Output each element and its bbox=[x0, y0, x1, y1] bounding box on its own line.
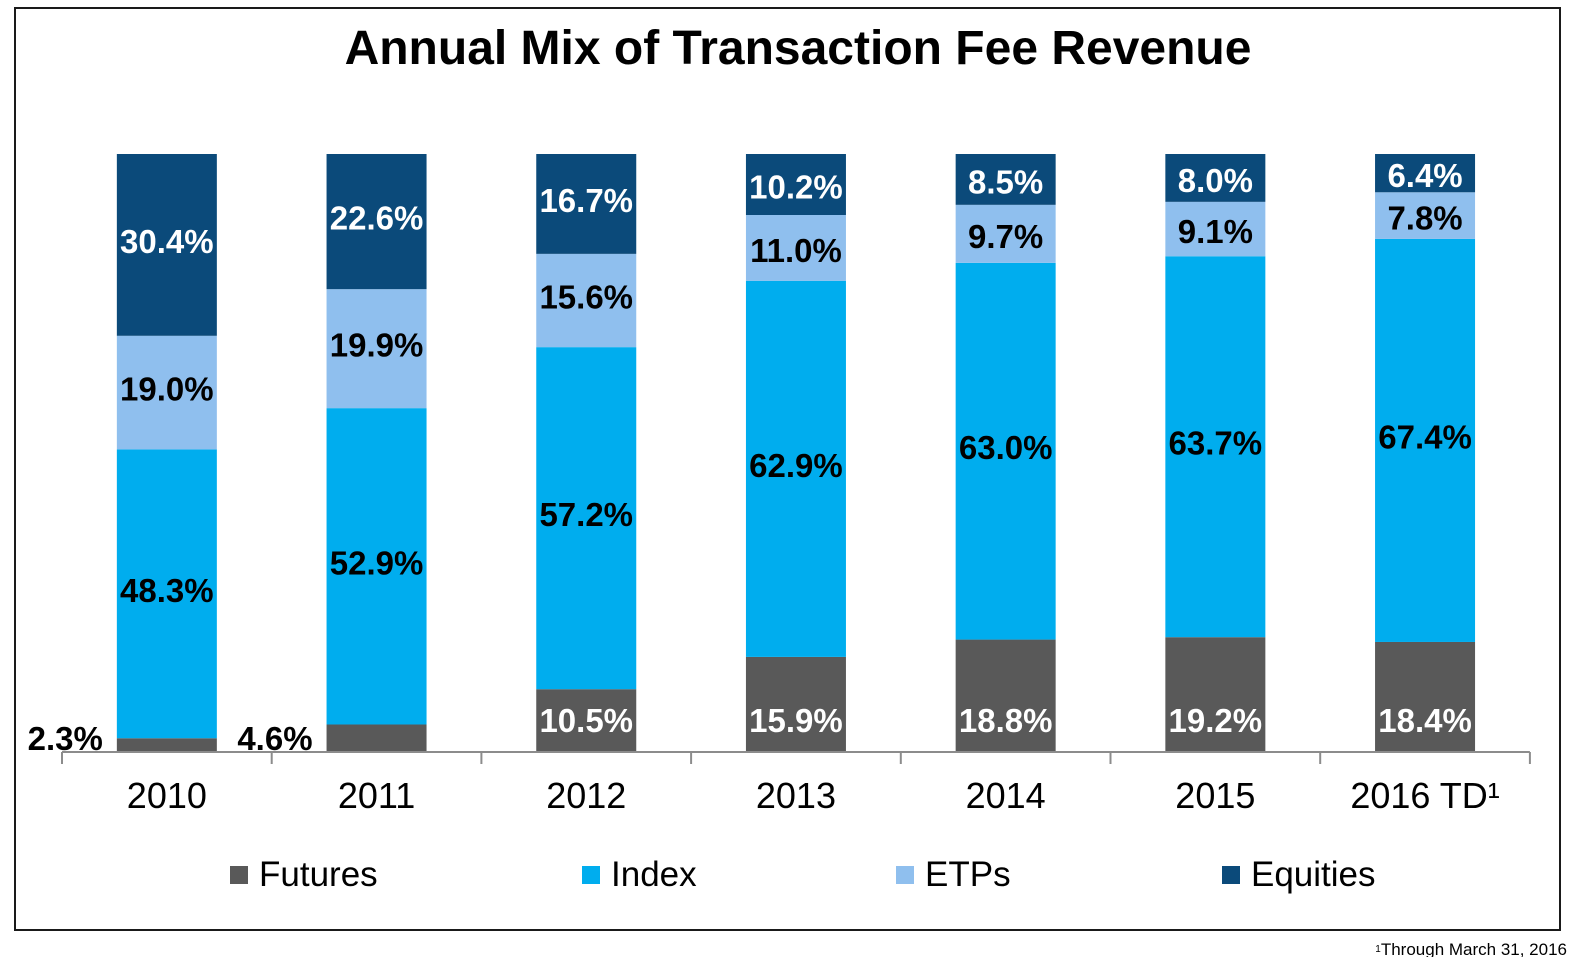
data-label-etps-5: 9.7% bbox=[968, 218, 1043, 255]
bar-segment-index-6 bbox=[1165, 256, 1266, 638]
legend-label-futures: Futures bbox=[259, 855, 378, 894]
bar-segment-equities-3 bbox=[536, 154, 637, 254]
chart-frame bbox=[14, 7, 1561, 931]
footnote-marker: 1 bbox=[1375, 944, 1381, 955]
bar-segment-index-3 bbox=[536, 347, 637, 690]
x-tick-label-4: 2013 bbox=[756, 775, 836, 816]
data-label-index-7: 67.4% bbox=[1378, 418, 1472, 455]
bar-segment-index-1 bbox=[116, 449, 217, 739]
data-label-futures-7: 18.4% bbox=[1378, 702, 1472, 739]
legend-swatch-futures bbox=[230, 866, 248, 884]
chart-title: Annual Mix of Transaction Fee Revenue bbox=[345, 22, 1252, 75]
data-label-index-2: 52.9% bbox=[330, 544, 424, 581]
data-label-index-5: 63.0% bbox=[959, 429, 1053, 466]
data-label-etps-3: 15.6% bbox=[539, 279, 633, 316]
bar-segment-futures-4 bbox=[745, 656, 846, 752]
data-label-futures-4: 15.9% bbox=[749, 702, 843, 739]
data-label-index-4: 62.9% bbox=[749, 447, 843, 484]
bar-segment-etps-2 bbox=[326, 289, 427, 409]
bar-segment-index-2 bbox=[326, 408, 427, 725]
legend-swatch-equities bbox=[1222, 866, 1240, 884]
x-tick-label-6: 2015 bbox=[1175, 775, 1255, 816]
bar-segment-index-5 bbox=[955, 262, 1056, 640]
x-tick-label-3: 2012 bbox=[546, 775, 626, 816]
bar-segment-etps-3 bbox=[536, 253, 637, 348]
bar-segment-equities-2 bbox=[326, 154, 427, 290]
data-label-futures-3: 10.5% bbox=[539, 702, 633, 739]
data-label-index-3: 57.2% bbox=[539, 496, 633, 533]
x-tick-label-2: 2011 bbox=[338, 775, 415, 816]
x-tick-label-5: 2014 bbox=[966, 775, 1046, 816]
bar-segment-etps-6 bbox=[1165, 201, 1266, 257]
bars-group bbox=[116, 154, 1476, 752]
bar-segment-etps-4 bbox=[745, 214, 846, 281]
bar-segment-equities-4 bbox=[745, 154, 846, 215]
data-label-futures-6: 19.2% bbox=[1169, 702, 1263, 739]
bar-segment-equities-1 bbox=[116, 154, 217, 336]
data-label-futures-2: 4.6% bbox=[237, 720, 312, 757]
bar-segment-etps-5 bbox=[955, 204, 1056, 263]
bar-segment-futures-3 bbox=[536, 689, 637, 752]
legend-label-equities: Equities bbox=[1251, 855, 1376, 894]
legend: Futures Index ETPs Equities bbox=[230, 855, 1376, 894]
data-label-equities-3: 16.7% bbox=[539, 182, 633, 219]
data-label-equities-4: 10.2% bbox=[749, 168, 843, 205]
data-label-etps-6: 9.1% bbox=[1178, 213, 1253, 250]
bar-segment-futures-7 bbox=[1375, 641, 1476, 752]
footnote: 1Through March 31, 2016 bbox=[1375, 943, 1567, 957]
legend-swatch-index bbox=[582, 866, 600, 884]
x-tick-label-7: 2016 TD¹ bbox=[1350, 775, 1499, 816]
data-label-equities-1: 30.4% bbox=[120, 223, 214, 260]
bar-segment-futures-5 bbox=[955, 639, 1056, 752]
legend-swatch-etps bbox=[896, 866, 914, 884]
footnote-text: Through March 31, 2016 bbox=[1380, 943, 1567, 957]
bar-segment-futures-2 bbox=[326, 724, 427, 752]
bar-segment-etps-7 bbox=[1375, 192, 1476, 239]
x-axis: 2010 2011 2012 2013 2014 2015 2016 TD¹ bbox=[61, 751, 1531, 816]
bar-segment-futures-6 bbox=[1165, 637, 1266, 752]
legend-label-index: Index bbox=[611, 855, 697, 894]
data-label-etps-1: 19.0% bbox=[120, 371, 214, 408]
data-label-index-1: 48.3% bbox=[120, 572, 214, 609]
data-label-etps-4: 11.0% bbox=[750, 232, 842, 269]
segment-labels: 2.3% 48.3% 19.0% 30.4% 4.6% 52.9% 19.9% 22.6% 10… bbox=[28, 157, 1472, 757]
data-label-equities-6: 8.0% bbox=[1178, 162, 1253, 199]
data-label-etps-2: 19.9% bbox=[330, 327, 424, 364]
bar-segment-equities-7 bbox=[1375, 154, 1476, 193]
bar-segment-index-4 bbox=[745, 280, 846, 657]
data-label-etps-7: 7.8% bbox=[1387, 200, 1462, 237]
data-label-futures-1: 2.3% bbox=[28, 720, 103, 757]
legend-label-etps: ETPs bbox=[925, 855, 1011, 894]
data-label-futures-5: 18.8% bbox=[959, 702, 1053, 739]
data-label-equities-5: 8.5% bbox=[968, 163, 1043, 200]
bar-segment-equities-5 bbox=[955, 154, 1056, 205]
data-label-index-6: 63.7% bbox=[1169, 425, 1263, 462]
bar-segment-etps-1 bbox=[116, 335, 217, 450]
bar-segment-index-7 bbox=[1375, 238, 1476, 642]
data-label-equities-2: 22.6% bbox=[330, 200, 424, 237]
x-tick-label-1: 2010 bbox=[127, 775, 207, 816]
bar-segment-futures-1 bbox=[116, 738, 217, 752]
data-label-equities-7: 6.4% bbox=[1387, 157, 1462, 194]
bar-segment-equities-6 bbox=[1165, 154, 1266, 202]
